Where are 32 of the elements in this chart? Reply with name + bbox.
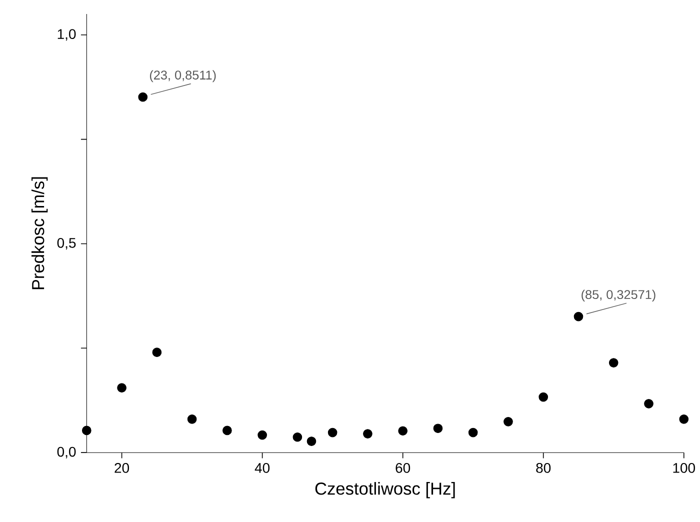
point xyxy=(117,383,126,393)
point xyxy=(187,414,197,424)
annotation: (23, 0,8511) xyxy=(150,70,216,82)
point xyxy=(608,358,618,368)
point xyxy=(504,417,513,426)
point xyxy=(679,414,689,424)
point xyxy=(398,426,408,436)
x-axis-title: Czestotliwosc [Hz] xyxy=(315,482,455,498)
point xyxy=(306,436,316,446)
point xyxy=(258,430,267,440)
y-tick-label: 0,0 xyxy=(57,446,76,458)
y-tick-label: 1,0 xyxy=(58,29,76,41)
point xyxy=(138,92,148,102)
point xyxy=(644,399,654,408)
point xyxy=(468,428,478,438)
x-tick-label: 60 xyxy=(396,463,410,473)
x-tick-label: 100 xyxy=(673,463,695,473)
point xyxy=(538,392,548,402)
annotation: (85, 0,32571) xyxy=(582,290,656,302)
point xyxy=(433,424,443,434)
point xyxy=(574,312,584,322)
x-tick-label: 20 xyxy=(114,463,130,473)
point xyxy=(152,348,162,358)
point xyxy=(222,426,232,436)
point xyxy=(292,432,302,442)
x-tick-label: 80 xyxy=(536,463,551,473)
point xyxy=(82,426,92,436)
point xyxy=(328,428,338,438)
y-tick-label: 0,5 xyxy=(57,238,76,250)
x-tick-label: 40 xyxy=(254,463,270,473)
point xyxy=(363,429,372,439)
y-axis-title: Predkosc [m/s] xyxy=(31,177,48,290)
